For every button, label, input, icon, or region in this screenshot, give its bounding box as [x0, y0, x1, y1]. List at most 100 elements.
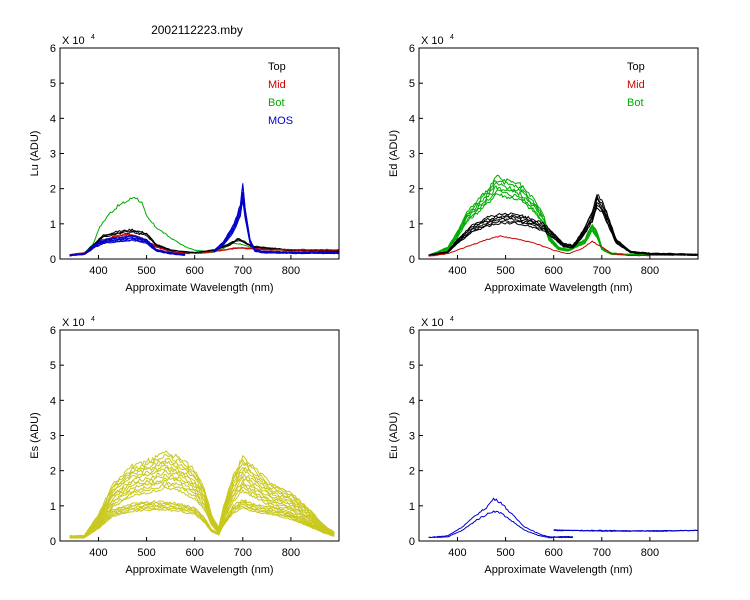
series-line-mos-0-5-1 [213, 183, 339, 253]
x-axis-label: Approximate Wavelength (nm) [125, 282, 273, 294]
plot-lines [428, 497, 698, 539]
panel-lu: 0 1 2 3 4 5 6 400 500 600 700 800 X 10 4 Approximate W… [29, 34, 340, 294]
y-tick-label: 4 [409, 113, 415, 125]
legend-entry-bot: Bot [268, 97, 285, 109]
y-tick-label: 4 [50, 395, 56, 407]
y-tick-label: 5 [50, 360, 56, 372]
y-multiplier-power: 4 [91, 316, 95, 323]
y-tick-label: 1 [50, 219, 56, 231]
y-multiplier-power: 4 [91, 34, 95, 41]
series-line-es-0-11-0 [69, 450, 335, 537]
series-line-es-1-2-0 [69, 503, 335, 539]
legend-entry-top: Top [627, 61, 645, 73]
x-tick-label: 400 [448, 265, 466, 277]
x-tick-label: 800 [641, 547, 659, 559]
x-tick-label: 800 [641, 265, 659, 277]
series-line-es-0-0-0 [69, 486, 335, 539]
plot-frame [418, 329, 699, 542]
x-tick-label: 600 [545, 265, 563, 277]
x-tick-label: 500 [496, 265, 514, 277]
plot-frame [59, 47, 340, 260]
y-multiplier-power: 4 [450, 316, 454, 323]
x-tick-label: 600 [186, 547, 204, 559]
y-tick-label: 1 [50, 501, 56, 513]
y-multiplier-label: X 10 [62, 317, 85, 329]
y-tick-label: 1 [409, 219, 415, 231]
x-tick-label: 600 [545, 547, 563, 559]
y-tick-label: 3 [50, 149, 56, 161]
x-tick-label: 800 [282, 547, 300, 559]
y-axis-label: Ed (ADU) [388, 130, 400, 177]
series-line-mos-0-5-0 [69, 234, 186, 256]
y-tick-label: 2 [50, 466, 56, 478]
y-tick-label: 4 [50, 113, 56, 125]
x-tick-label: 800 [282, 265, 300, 277]
y-multiplier-power: 4 [450, 34, 454, 41]
legend-entry-bot: Bot [627, 97, 644, 109]
y-axis-label: Lu (ADU) [29, 131, 41, 177]
figure-title: 2002112223.mby [151, 23, 243, 37]
x-axis-label: Approximate Wavelength (nm) [484, 564, 632, 576]
series-line-eu-1-0-1 [553, 529, 698, 532]
y-tick-label: 6 [409, 43, 415, 55]
series-line-es-0-3-0 [69, 477, 335, 538]
series-line-es-0-10-0 [69, 454, 335, 537]
series-line-mid-0-1-1 [204, 246, 339, 253]
series-line-eu-1-0-0 [428, 510, 573, 539]
series-line-es-1-5-0 [69, 499, 335, 538]
legend-entry-top: Top [268, 61, 286, 73]
y-multiplier-label: X 10 [421, 317, 444, 329]
x-tick-label: 400 [89, 265, 107, 277]
y-tick-label: 6 [409, 325, 415, 337]
panel-eu: 0 1 2 3 4 5 6 400 500 600 700 800 X 10 4 Approximate W… [388, 316, 699, 576]
panel-ed: 0 1 2 3 4 5 6 400 500 600 700 800 X 10 4 Approximate W… [388, 34, 699, 294]
x-tick-label: 700 [234, 265, 252, 277]
plot-lines [428, 174, 698, 257]
x-tick-label: 700 [234, 547, 252, 559]
x-tick-label: 500 [137, 265, 155, 277]
y-tick-label: 6 [50, 325, 56, 337]
series-line-top-0-2-0 [69, 228, 195, 256]
y-tick-label: 5 [409, 78, 415, 90]
y-tick-label: 0 [409, 536, 415, 548]
series-line-mos-0-1-1 [213, 196, 339, 254]
x-tick-label: 400 [448, 547, 466, 559]
y-tick-label: 3 [50, 431, 56, 443]
y-axis-label: Eu (ADU) [388, 412, 400, 459]
series-line-es-0-5-0 [69, 469, 335, 538]
plot-lines [69, 183, 339, 257]
series-line-mos-0-2-1 [213, 195, 339, 254]
x-tick-label: 400 [89, 547, 107, 559]
y-axis-label: Es (ADU) [29, 412, 41, 458]
y-tick-label: 5 [409, 360, 415, 372]
x-axis-label: Approximate Wavelength (nm) [125, 564, 273, 576]
series-line-bot-0-0-0 [69, 196, 205, 256]
y-tick-label: 5 [50, 78, 56, 90]
y-tick-label: 3 [409, 149, 415, 161]
y-tick-label: 2 [409, 184, 415, 196]
series-line-mid-0-0-0 [428, 235, 650, 257]
y-tick-label: 6 [50, 43, 56, 55]
x-axis-label: Approximate Wavelength (nm) [484, 282, 632, 294]
plot-lines [69, 450, 335, 539]
x-tick-label: 500 [496, 547, 514, 559]
y-tick-label: 0 [409, 254, 415, 266]
panel-es: 0 1 2 3 4 5 6 400 500 600 700 800 X 10 4 Approximate W… [29, 316, 340, 576]
legend-entry-mos: MOS [268, 115, 293, 127]
x-tick-label: 700 [593, 265, 611, 277]
series-line-es-1-1-0 [69, 505, 335, 539]
series-line-es-0-2-0 [69, 480, 335, 539]
y-tick-label: 1 [409, 501, 415, 513]
series-line-es-0-8-0 [69, 460, 335, 538]
y-multiplier-label: X 10 [421, 35, 444, 47]
y-tick-label: 4 [409, 395, 415, 407]
y-tick-label: 0 [50, 254, 56, 266]
y-tick-label: 3 [409, 431, 415, 443]
y-tick-label: 0 [50, 536, 56, 548]
series-line-es-0-1-0 [69, 483, 335, 539]
x-tick-label: 700 [593, 547, 611, 559]
legend-entry-mid: Mid [268, 79, 286, 91]
x-tick-label: 600 [186, 265, 204, 277]
